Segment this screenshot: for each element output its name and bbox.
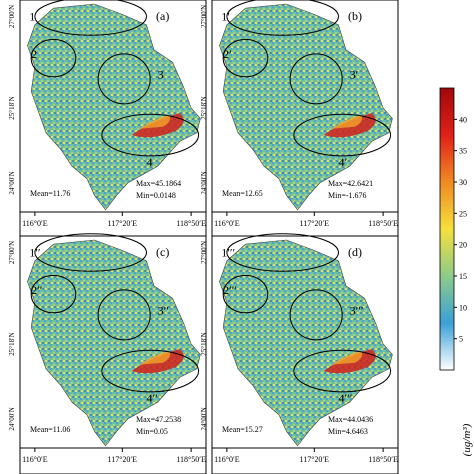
region-label-1: 1′′′ xyxy=(221,245,235,259)
map-panel-d: 1′′′ 2′′′ 3′′′ 4′′′ (d) Mean=15.27 Max=44.0436… xyxy=(200,233,399,474)
region-circle-2 xyxy=(222,274,269,314)
x-tick-label: 118°50′E xyxy=(176,219,206,228)
y-tick-label: 27°00′N xyxy=(8,241,16,264)
colorbar-tick-label: 25 xyxy=(459,209,467,218)
region-circle-1 xyxy=(34,233,147,272)
max-value: Max=45.1864 xyxy=(136,179,181,188)
coastal-hotspot-edge xyxy=(139,350,171,365)
x-tick-label: 118°50′E xyxy=(368,455,398,464)
coastal-hotspot-edge xyxy=(331,350,363,365)
colorbar-gradient xyxy=(439,87,455,371)
region-circle-2 xyxy=(30,38,77,78)
region-label-2: 2′′ xyxy=(31,283,43,297)
y-tick-label: 27°00′N xyxy=(200,241,208,264)
x-tick-label: 116°0′E xyxy=(22,219,48,228)
province-map xyxy=(27,3,201,211)
colorbar-tick-label: 40 xyxy=(459,115,467,124)
x-tick-label: 117°20′E xyxy=(300,219,330,228)
colorbar-tick-label: 10 xyxy=(459,303,467,312)
y-tick-label: 27°00′N xyxy=(200,5,208,28)
max-value: Max=42.6421 xyxy=(328,179,373,188)
y-tick-label: 27°00′N xyxy=(8,5,16,28)
y-tick-label: 24°00′N xyxy=(8,171,16,194)
region-circle-3 xyxy=(97,289,151,341)
coastal-hotspot-edge xyxy=(139,114,171,129)
region-label-3: 3 xyxy=(158,68,164,82)
colorbar-unit-label: (ug/m³) xyxy=(461,423,473,456)
region-circle-1 xyxy=(226,0,339,36)
region-label-1: 1′ xyxy=(221,9,230,23)
x-tick-label: 116°0′E xyxy=(22,455,48,464)
panel-tag: (d) xyxy=(348,245,362,259)
coastal-hotspot-edge xyxy=(331,114,363,129)
y-tick-label: 25°18′N xyxy=(8,96,16,119)
mean-value: Mean=12.65 xyxy=(222,189,263,198)
region-circle-3 xyxy=(97,53,151,105)
colorbar-tick-label: 30 xyxy=(459,178,467,187)
region-label-2: 2′′′ xyxy=(223,283,237,297)
province-map xyxy=(27,239,201,447)
region-label-3: 3′ xyxy=(350,68,359,82)
colorbar-tick-label: 15 xyxy=(459,272,467,281)
region-circle-3 xyxy=(289,53,343,105)
map-panel-c: 1′′ 2′′ 3′′ 4′′ (c) Mean=11.06 Max=47.2538 Min=… xyxy=(8,233,207,474)
panel-tag: (b) xyxy=(348,9,362,23)
region-circle-4 xyxy=(293,113,392,157)
x-tick-label: 118°50′E xyxy=(176,455,206,464)
province-map xyxy=(219,239,393,447)
region-circle-4 xyxy=(101,113,200,157)
x-tick-label: 117°20′E xyxy=(108,219,138,228)
x-tick-label: 117°20′E xyxy=(300,455,330,464)
min-value: Min=4.6463 xyxy=(328,427,368,436)
region-label-4: 4′ xyxy=(338,155,347,169)
y-tick-label: 25°18′N xyxy=(200,332,208,355)
panel-tag: (c) xyxy=(156,245,169,259)
x-tick-label: 117°20′E xyxy=(108,455,138,464)
region-circle-3 xyxy=(289,289,343,341)
mean-value: Mean=11.06 xyxy=(30,425,70,434)
y-tick-label: 24°00′N xyxy=(8,407,16,430)
x-tick-label: 118°50′E xyxy=(368,219,398,228)
region-circle-4 xyxy=(293,349,392,393)
map-panel-a: 1 2 3 4 (a) Mean=11.76 Max=45.1864 Min=0.0148 11… xyxy=(8,0,207,239)
max-value: Max=44.0436 xyxy=(328,415,373,424)
region-circle-4 xyxy=(101,349,200,393)
mean-value: Mean=11.76 xyxy=(30,189,70,198)
region-label-4: 4′′′ xyxy=(338,391,352,405)
region-label-1: 1′′ xyxy=(29,245,41,259)
map-panel-b: 1′ 2′ 3′ 4′ (b) Mean=12.65 Max=42.6421 Min=-1.6… xyxy=(200,0,399,239)
max-value: Max=47.2538 xyxy=(136,415,181,424)
region-circle-2 xyxy=(30,274,77,314)
y-tick-label: 24°00′N xyxy=(200,171,208,194)
region-circle-1 xyxy=(226,233,339,272)
province-map xyxy=(219,3,393,211)
colorbar-tick-label: 5 xyxy=(459,335,463,344)
min-value: Min=0.05 xyxy=(136,427,168,436)
region-circle-1 xyxy=(34,0,147,36)
x-tick-label: 116°0′E xyxy=(214,219,240,228)
region-label-4: 4 xyxy=(146,155,152,169)
colorbar: 40 35 30 25 20 15 10 5 (ug/m³) xyxy=(439,87,473,456)
mean-value: Mean=15.27 xyxy=(222,425,263,434)
region-label-2: 2′ xyxy=(223,47,232,61)
region-circle-2 xyxy=(222,38,269,78)
region-label-3: 3′′ xyxy=(158,304,170,318)
region-label-1: 1 xyxy=(29,9,35,23)
region-label-2: 2 xyxy=(31,47,37,61)
min-value: Min=-1.676 xyxy=(328,191,367,200)
x-tick-label: 116°0′E xyxy=(214,455,240,464)
panel-tag: (a) xyxy=(156,9,169,23)
colorbar-tick-label: 35 xyxy=(459,147,467,156)
y-tick-label: 24°00′N xyxy=(200,407,208,430)
min-value: Min=0.0148 xyxy=(136,191,176,200)
region-label-3: 3′′′ xyxy=(350,304,364,318)
y-tick-label: 25°18′N xyxy=(200,96,208,119)
y-tick-label: 25°18′N xyxy=(8,332,16,355)
region-label-4: 4′′ xyxy=(146,391,158,405)
colorbar-tick-label: 20 xyxy=(459,241,467,250)
